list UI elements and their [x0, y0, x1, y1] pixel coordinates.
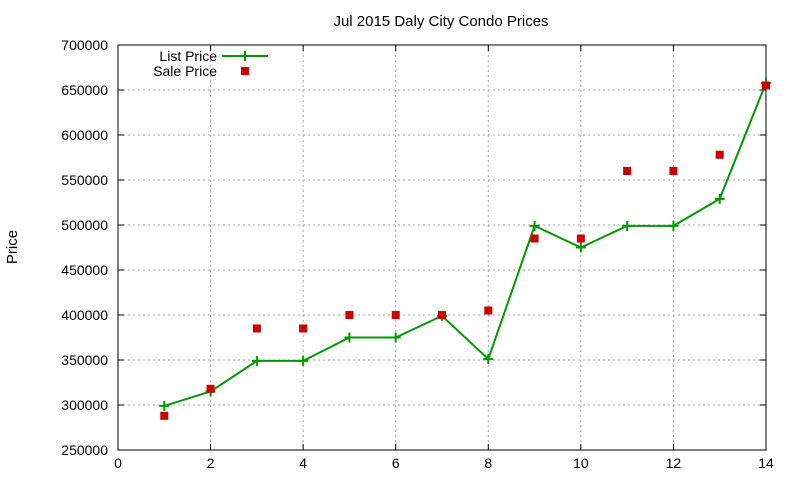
- sale-price-point: [160, 411, 169, 420]
- legend-label-sale-price: Sale Price: [153, 63, 217, 79]
- legend: List Price Sale Price: [153, 48, 268, 79]
- x-tick-label: 12: [666, 455, 682, 471]
- y-tick-label: 300000: [61, 397, 108, 413]
- chart-title: Jul 2015 Daly City Condo Prices: [333, 13, 548, 30]
- sale-price-point: [438, 311, 446, 319]
- y-tick-label: 700000: [61, 37, 108, 53]
- sale-price-point: [762, 81, 770, 90]
- sale-price-point: [299, 324, 308, 333]
- x-tick-label: 8: [484, 455, 492, 471]
- legend-marker-sale-price: [241, 67, 249, 75]
- x-tick-label: 6: [392, 455, 400, 471]
- y-tick-label: 600000: [61, 127, 108, 143]
- y-tick-label: 350000: [61, 352, 108, 368]
- sale-price-point: [206, 384, 215, 393]
- y-tick-label: 400000: [61, 307, 108, 323]
- list-price-point: [390, 332, 401, 343]
- sale-price-point: [530, 234, 539, 243]
- x-tick-label: 14: [758, 455, 774, 471]
- x-tick-label: 4: [299, 455, 307, 471]
- list-price-point: [529, 220, 540, 231]
- list-price-point: [575, 242, 586, 253]
- sale-price-point: [345, 311, 354, 319]
- x-tick-label: 2: [207, 455, 215, 471]
- list-price-point: [159, 400, 170, 411]
- axis-ticks: 0 2 4 6 8 10 12 14 250000 300000 350000 400000 45000…: [61, 37, 774, 471]
- sale-price-point: [669, 167, 678, 175]
- sale-price-point: [484, 306, 493, 315]
- list-price-point: [714, 193, 725, 204]
- legend-label-list-price: List Price: [159, 48, 217, 64]
- plot-frame: [117, 44, 767, 451]
- list-price-point: [668, 220, 679, 231]
- list-price-point: [298, 355, 309, 366]
- legend-marker-list-price: [240, 51, 250, 61]
- y-axis-label: Price: [4, 230, 21, 264]
- y-tick-label: 650000: [61, 82, 108, 98]
- sale-price-point: [623, 167, 632, 175]
- sale-price-point: [252, 324, 261, 333]
- y-tick-label: 500000: [61, 217, 108, 233]
- x-tick-label: 0: [114, 455, 122, 471]
- sale-price-point: [715, 150, 724, 159]
- sale-price-point: [391, 311, 400, 319]
- list-price-point: [344, 332, 355, 343]
- sale-price-point: [576, 234, 585, 243]
- list-price-line: [163, 82, 767, 407]
- y-tick-label: 250000: [61, 442, 108, 458]
- y-tick-label: 550000: [61, 172, 108, 188]
- list-price-point: [483, 354, 494, 365]
- list-price-point: [251, 355, 262, 366]
- x-tick-label: 10: [573, 455, 589, 471]
- y-tick-label: 450000: [61, 262, 108, 278]
- list-price-point: [622, 220, 633, 231]
- series-layer: [159, 77, 771, 420]
